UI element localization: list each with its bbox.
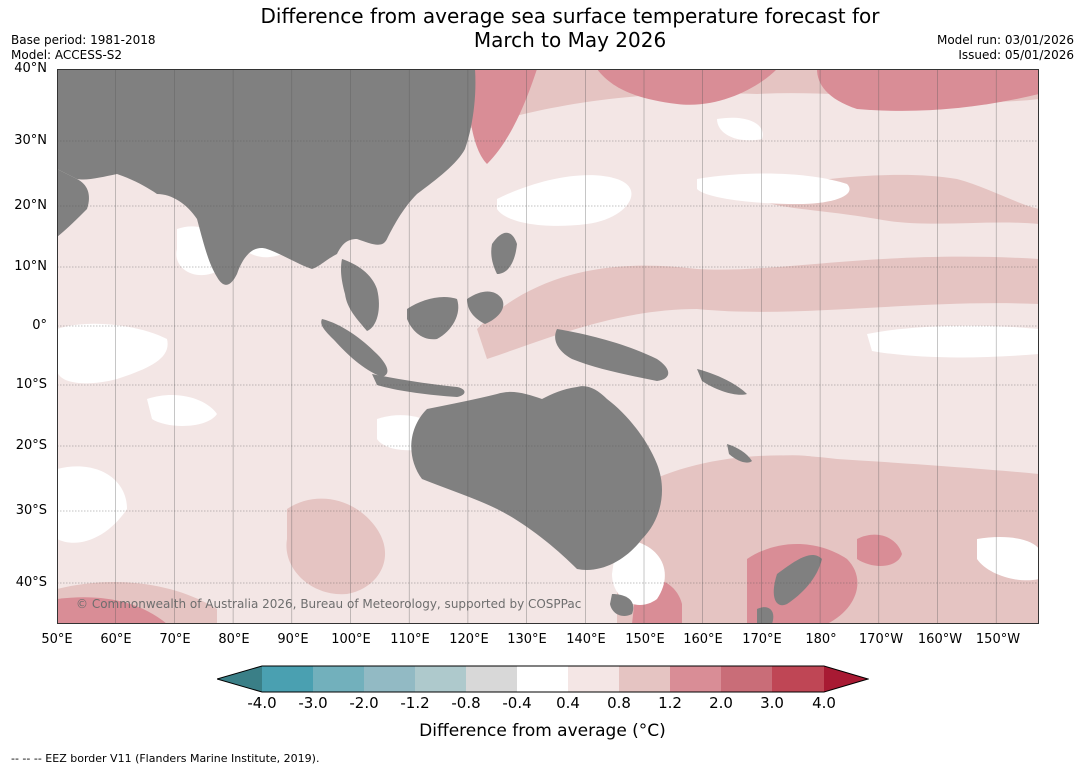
colorbar-tick: 3.0: [760, 694, 784, 712]
colorbar-tick: 1.2: [658, 694, 682, 712]
colorbar-tick: 0.8: [607, 694, 631, 712]
model-name: Model: ACCESS-S2: [11, 48, 123, 62]
colorbar-tick: -3.0: [298, 694, 328, 712]
lat-label: 40°N: [14, 61, 47, 76]
meta-left: Base period: 1981-2018 Model: ACCESS-S2: [11, 33, 156, 63]
colorbar-segment: [217, 666, 262, 692]
lon-label: 140°E: [566, 632, 606, 647]
colorbar-tick: -1.2: [400, 694, 430, 712]
lat-label: 30°S: [15, 503, 47, 518]
colorbar-segment: [824, 666, 868, 692]
colorbar-outline: [215, 665, 870, 693]
colorbar-segment: [517, 666, 568, 692]
lat-label: 20°N: [14, 198, 47, 213]
colorbar-segment: [721, 666, 772, 692]
sst-anomaly-map: [57, 69, 1039, 624]
lon-label: 80°E: [218, 632, 250, 647]
colorbar-segment: [670, 666, 721, 692]
colorbar-segment: [568, 666, 619, 692]
colorbar-segment: [466, 666, 517, 692]
colorbar-tick: -0.8: [451, 694, 481, 712]
colorbar-tick: 2.0: [709, 694, 733, 712]
lat-label: 40°S: [15, 575, 47, 590]
colorbar-title: Difference from average (°C): [419, 721, 666, 741]
lat-label: 0°: [32, 318, 47, 333]
colorbar-tick: -2.0: [349, 694, 379, 712]
lat-label: 10°N: [14, 259, 47, 274]
title-line-1: Difference from average sea surface temp…: [260, 4, 880, 28]
land: [57, 69, 822, 624]
colorbar-segment: [415, 666, 466, 692]
colorbar-segment: [772, 666, 824, 692]
base-period: Base period: 1981-2018: [11, 33, 156, 47]
lon-label: 170°E: [742, 632, 782, 647]
lon-label: 160°E: [683, 632, 723, 647]
colorbar-svg: [215, 665, 870, 693]
lon-label: 110°E: [390, 632, 430, 647]
lon-label: 60°E: [100, 632, 132, 647]
colorbar: [215, 665, 870, 693]
colorbar-tick: -4.0: [247, 694, 277, 712]
copyright-notice: © Commonwealth of Australia 2026, Bureau…: [76, 597, 582, 611]
colorbar-segment: [262, 666, 313, 692]
eez-footnote: -- -- -- EEZ border V11 (Flanders Marine…: [11, 752, 320, 765]
colorbar-tick: -0.4: [502, 694, 532, 712]
colorbar-segment: [364, 666, 415, 692]
lat-label: 10°S: [15, 377, 47, 392]
lon-label: 180°: [805, 632, 837, 647]
lon-label: 90°E: [277, 632, 309, 647]
lon-label: 160°W: [917, 632, 963, 647]
lon-label: 100°E: [331, 632, 371, 647]
title-line-2: March to May 2026: [473, 28, 667, 52]
map-title: Difference from average sea surface temp…: [200, 4, 940, 52]
anomaly-warm-high: [57, 69, 1039, 624]
lon-label: 50°E: [41, 632, 73, 647]
lon-label: 150°E: [625, 632, 665, 647]
colorbar-tick: 0.4: [556, 694, 580, 712]
map-border: [57, 69, 1039, 624]
lon-label: 120°E: [449, 632, 489, 647]
colorbar-tick: 4.0: [812, 694, 836, 712]
colorbar-segment: [313, 666, 364, 692]
map-canvas: [57, 69, 1039, 624]
lon-label: 170°W: [858, 632, 904, 647]
lon-label: 130°E: [507, 632, 547, 647]
colorbar-segment: [619, 666, 670, 692]
lon-label: 70°E: [159, 632, 191, 647]
meridians: [57, 69, 997, 624]
issued-date: Issued: 05/01/2026: [958, 48, 1074, 62]
lon-label: 150°W: [975, 632, 1021, 647]
lat-label: 20°S: [15, 438, 47, 453]
model-run: Model run: 03/01/2026: [936, 33, 1074, 47]
meta-right: Model run: 03/01/2026 Issued: 05/01/2026: [937, 33, 1074, 63]
lat-label: 30°N: [14, 133, 47, 148]
